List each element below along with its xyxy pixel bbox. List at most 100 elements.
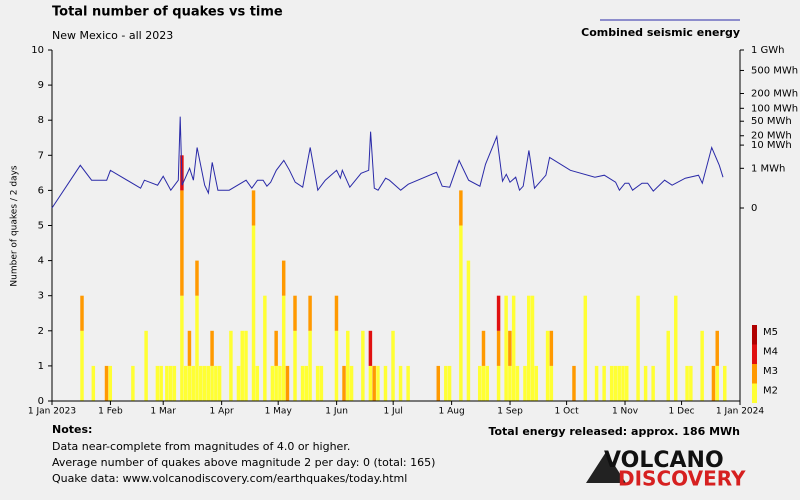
- bar-segment: [643, 365, 648, 401]
- legend-swatch: [752, 383, 757, 403]
- bar-segment: [609, 365, 614, 401]
- bar-segment: [466, 260, 471, 401]
- logo-text: DISCOVERY: [618, 467, 746, 491]
- bar-segment: [168, 365, 173, 401]
- bar-segment: [304, 365, 309, 401]
- bar-segment: [274, 365, 278, 401]
- bar-segment: [334, 330, 339, 401]
- bar-segment: [165, 365, 169, 401]
- legend-label: M5: [763, 327, 778, 338]
- bar-segment: [549, 330, 554, 366]
- note: Quake data: www.volcanodiscovery.com/ear…: [52, 472, 407, 485]
- bar-segment: [191, 365, 195, 401]
- notes-heading: Notes:: [52, 423, 92, 436]
- bar-segment: [496, 365, 501, 401]
- bar-segment: [715, 365, 719, 401]
- bar-segment: [80, 295, 84, 331]
- y2-tick-label: 10 MWh: [751, 140, 792, 151]
- bar-segment: [199, 365, 203, 401]
- note: Average number of quakes above magnitude…: [52, 456, 435, 469]
- bar-segment: [334, 295, 339, 331]
- x-tick-label: 1 Mar: [150, 407, 176, 417]
- bar-segment: [723, 365, 727, 401]
- bar-segment: [104, 365, 109, 401]
- bar-segment: [549, 365, 554, 401]
- bar-segment: [481, 365, 486, 401]
- logo-icon: [586, 452, 626, 483]
- y2-tick-label: 200 MWh: [751, 88, 798, 99]
- bar-segment: [504, 295, 508, 401]
- bar-segment: [700, 330, 704, 401]
- bar-segment: [342, 365, 346, 401]
- bar-segment: [689, 365, 693, 401]
- bar-segment: [459, 225, 463, 401]
- bar-segment: [217, 365, 222, 401]
- y-tick-label: 10: [31, 45, 44, 56]
- bar-segment: [602, 365, 606, 401]
- bar-segment: [251, 190, 256, 226]
- bar-segment: [511, 295, 516, 401]
- bar-segment: [372, 365, 376, 401]
- y2-tick-label: 50 MWh: [751, 116, 792, 127]
- bar-segment: [293, 330, 297, 401]
- y-tick-label: 0: [38, 396, 44, 407]
- y-tick-label: 2: [38, 326, 44, 337]
- x-tick-label: 1 Jan 2023: [28, 407, 76, 417]
- bar-segment: [300, 365, 305, 401]
- bar-segment: [530, 295, 535, 401]
- bar-segment: [572, 365, 576, 401]
- bar-segment: [523, 365, 527, 401]
- bar-segment: [187, 330, 192, 366]
- bar-segment: [108, 365, 113, 401]
- bar-segment: [515, 365, 520, 401]
- bar-segment: [368, 330, 373, 366]
- bar-segment: [436, 365, 440, 401]
- bar-segment: [534, 365, 539, 401]
- bar-segment: [349, 365, 354, 401]
- bar-segment: [202, 365, 207, 401]
- legend-swatch: [752, 325, 757, 345]
- bar-segment: [281, 260, 286, 296]
- bar-segment: [398, 365, 403, 401]
- bar-segment: [144, 330, 148, 401]
- bar-segment: [636, 295, 640, 401]
- bar-segment: [210, 365, 214, 401]
- legend-label: M3: [763, 366, 778, 377]
- bar-segment: [508, 330, 512, 366]
- y2-tick-label: 1 GWh: [751, 45, 785, 56]
- bar-segment: [214, 365, 218, 401]
- legend-label: M4: [763, 347, 778, 358]
- x-tick-label: 1 Feb: [98, 407, 123, 417]
- bar-segment: [459, 190, 463, 226]
- logo-text: VOLCANO: [604, 448, 724, 473]
- y-tick-label: 6: [38, 185, 44, 196]
- energy-line: [51, 116, 724, 209]
- bar-segment: [255, 365, 260, 401]
- bar-segment: [376, 365, 380, 401]
- bar-segment: [477, 365, 482, 401]
- bar-segment: [278, 365, 282, 401]
- bar-segment: [651, 365, 655, 401]
- bar-segment: [444, 365, 448, 401]
- legend-swatch: [752, 344, 757, 364]
- x-tick-label: 1 Jul: [383, 407, 402, 417]
- bar-segment: [368, 365, 373, 401]
- bar-segment: [285, 365, 290, 401]
- bar-segment: [617, 365, 621, 401]
- y2-tick-label: 100 MWh: [751, 103, 798, 114]
- bar-segment: [240, 330, 244, 401]
- bar-segment: [545, 330, 550, 401]
- x-tick-label: 1 May: [265, 407, 293, 417]
- y-tick-label: 4: [38, 256, 44, 267]
- bar-segment: [281, 295, 286, 401]
- bar-segment: [195, 295, 199, 401]
- bar-segment: [383, 365, 388, 401]
- bar-segment: [195, 260, 199, 296]
- bar-segment: [180, 190, 184, 296]
- bar-segment: [594, 365, 599, 401]
- y-axis-label: Number of quakes / 2 days: [10, 165, 20, 286]
- y-tick-label: 5: [38, 221, 44, 232]
- x-tick-label: 1 Jan 2024: [716, 407, 764, 417]
